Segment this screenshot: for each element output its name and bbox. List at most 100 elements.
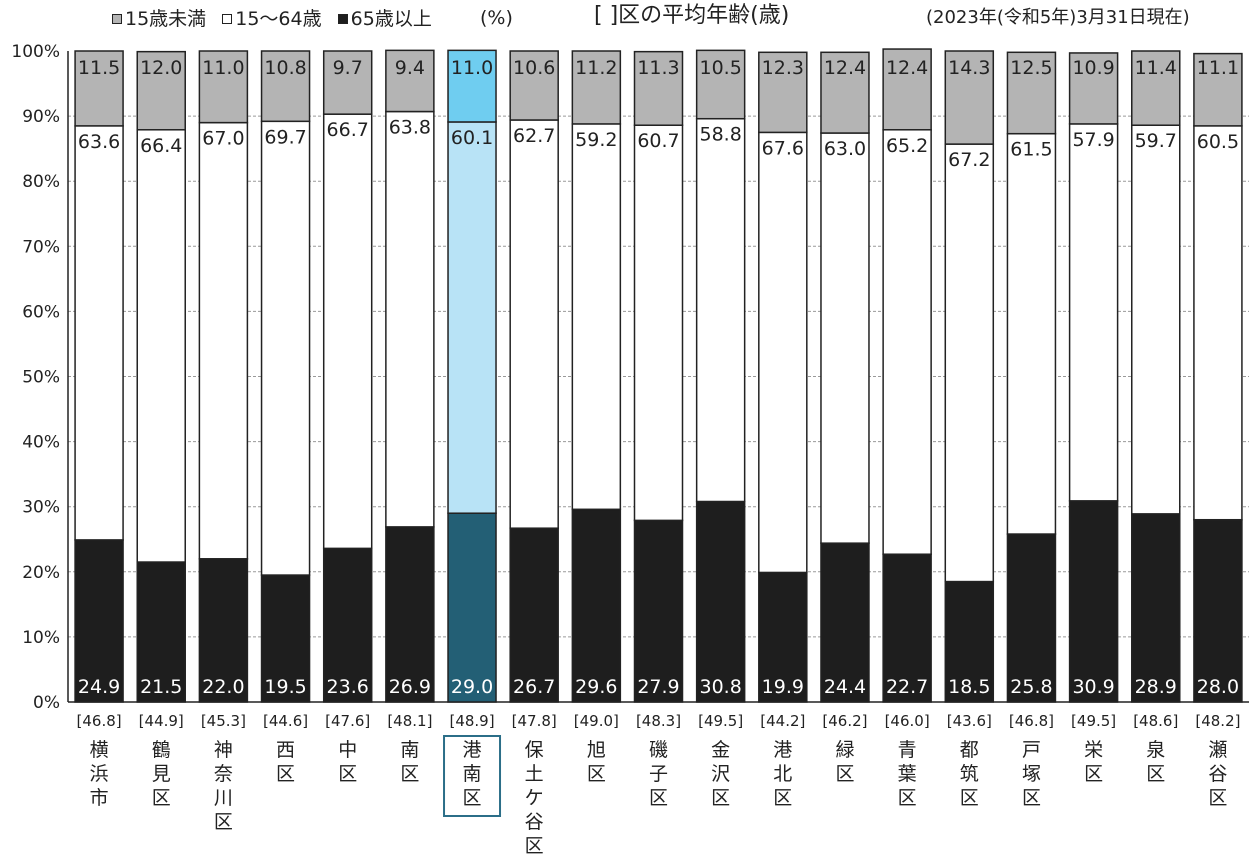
y-tick-label: 80% [22, 172, 60, 192]
x-tick-char: 泉 [1146, 739, 1165, 761]
data-label-over65: 28.0 [1197, 676, 1239, 698]
x-tick-char: 青 [898, 739, 917, 761]
x-tick-char: 子 [649, 763, 668, 785]
x-tick-label: 南区 [400, 739, 419, 785]
legend-label-over65: 65歳以上 [350, 8, 432, 30]
data-label-working-age: 63.8 [389, 117, 431, 139]
y-tick-label: 50% [22, 368, 60, 388]
x-tick-label: 青葉区 [898, 739, 917, 809]
x-tick-char: 区 [463, 787, 482, 809]
y-tick-label: 10% [22, 628, 60, 648]
data-label-working-age: 59.7 [1135, 130, 1177, 152]
legend-swatch-working-age [222, 14, 233, 24]
bar-over65 [509, 527, 559, 703]
legend-item-working-age: 15～64歳 [222, 7, 322, 31]
bar-over65 [136, 561, 186, 703]
x-tick-label: 西区 [276, 739, 295, 785]
x-tick-label: 金沢区 [711, 739, 730, 809]
bar-over65 [385, 526, 435, 703]
y-tick-label: 90% [22, 107, 60, 127]
bar-working-age [1131, 124, 1181, 515]
data-label-under15: 12.3 [762, 57, 804, 79]
x-tick-char: 区 [1146, 763, 1165, 785]
bar-working-age [1068, 123, 1119, 502]
x-tick-label: 横浜市 [90, 739, 109, 809]
data-label-under15: 12.4 [886, 57, 928, 79]
average-age-label: [49.5] [1071, 712, 1116, 730]
x-tick-char: 西 [276, 739, 295, 761]
bar-under15 [198, 50, 249, 124]
x-tick-label: 港南区 [463, 739, 482, 809]
x-tick-label: 緑区 [835, 739, 854, 785]
x-tick-char: 区 [525, 835, 544, 857]
bar-working-age [385, 110, 435, 528]
data-label-over65: 19.9 [762, 676, 804, 698]
bar-working-age [74, 125, 124, 541]
x-tick-char: 区 [1084, 763, 1103, 785]
bar-over65 [820, 542, 870, 703]
data-label-under15: 9.7 [333, 57, 363, 79]
bar-working-age [198, 121, 249, 560]
average-age-label: [49.0] [574, 712, 619, 730]
bar-working-age [322, 113, 373, 550]
average-age-label: [46.2] [822, 712, 867, 730]
x-tick-char: 区 [400, 763, 419, 785]
average-age-label: [43.6] [947, 712, 992, 730]
x-tick-char: 区 [1208, 787, 1227, 809]
average-age-label: [48.9] [449, 712, 494, 730]
x-tick-char: 栄 [1084, 739, 1103, 761]
data-label-under15: 10.9 [1072, 57, 1114, 79]
bar-under15 [882, 48, 932, 131]
x-tick-char: 鶴 [152, 739, 171, 761]
data-label-under15: 11.0 [451, 57, 493, 79]
bar-under15 [385, 49, 435, 113]
x-tick-char: 旭 [587, 739, 606, 761]
x-tick-label: 泉区 [1146, 739, 1165, 785]
bar-under15 [447, 49, 497, 123]
data-label-over65: 22.0 [202, 676, 244, 698]
date-note: (2023年(令和5年)3月31日現在) [926, 7, 1190, 28]
bar-under15 [260, 50, 311, 123]
x-tick-char: 見 [152, 763, 171, 785]
bar-under15 [1131, 50, 1181, 126]
x-tick-label: 鶴見区 [152, 739, 171, 809]
x-tick-label: 栄区 [1084, 739, 1103, 785]
x-tick-label: 磯子区 [649, 739, 668, 809]
x-tick-label: 旭区 [587, 739, 606, 785]
x-tick-char: 北 [773, 763, 792, 785]
x-tick-char: 谷 [1208, 763, 1227, 785]
bar-over65 [447, 512, 497, 703]
data-label-working-age: 62.7 [513, 125, 555, 147]
data-label-under15: 11.1 [1197, 57, 1239, 79]
x-tick-char: 磯 [649, 739, 668, 761]
bar-working-age [509, 119, 559, 529]
bar-working-age [758, 131, 808, 574]
x-tick-label: 瀬谷区 [1208, 739, 1227, 809]
x-tick-char: 市 [90, 787, 109, 809]
data-label-over65: 21.5 [140, 676, 182, 698]
data-label-working-age: 59.2 [575, 129, 617, 151]
average-age-label: [46.8] [1009, 712, 1054, 730]
x-tick-char: 区 [152, 787, 171, 809]
data-label-over65: 29.6 [575, 676, 617, 698]
data-label-under15: 11.5 [78, 57, 120, 79]
data-label-working-age: 66.4 [140, 135, 182, 157]
data-label-under15: 11.3 [637, 57, 679, 79]
data-label-working-age: 57.9 [1072, 129, 1114, 151]
bar-working-age [447, 121, 497, 514]
data-label-working-age: 60.7 [637, 130, 679, 152]
data-label-under15: 10.8 [264, 57, 306, 79]
data-label-over65: 26.7 [513, 676, 555, 698]
bar-under15 [509, 50, 559, 121]
bar-over65 [1193, 518, 1243, 703]
bar-under15 [322, 50, 373, 115]
bar-under15 [820, 51, 870, 134]
x-tick-char: 区 [898, 787, 917, 809]
y-tick-label: 60% [22, 302, 60, 322]
bar-over65 [944, 580, 995, 703]
data-label-working-age: 61.5 [1010, 139, 1052, 161]
data-label-under15: 11.2 [575, 57, 617, 79]
bar-working-age [1193, 125, 1243, 521]
bar-working-age [695, 117, 746, 503]
